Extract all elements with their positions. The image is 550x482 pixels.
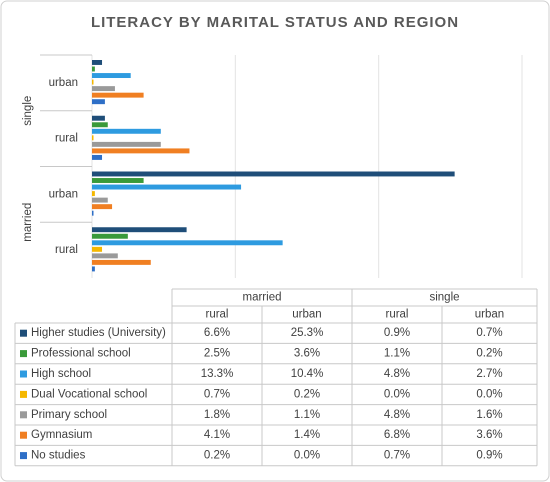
bar xyxy=(92,253,118,259)
category-label: rural xyxy=(55,244,78,256)
value-label: 0.0% xyxy=(294,450,320,462)
bar xyxy=(92,79,94,85)
value-label: 0.9% xyxy=(476,450,502,462)
bar xyxy=(92,66,95,72)
value-label: 3.6% xyxy=(476,429,502,441)
bar xyxy=(92,259,151,265)
bar xyxy=(92,227,187,233)
table-column-header: urban xyxy=(475,309,504,321)
group-label: married xyxy=(22,203,34,242)
value-label: 2.7% xyxy=(476,368,502,380)
bar xyxy=(92,240,283,246)
value-label: 0.2% xyxy=(294,388,320,400)
bar xyxy=(92,184,242,190)
chart-title: LITERACY BY MARITAL STATUS AND REGION xyxy=(91,14,459,31)
bar xyxy=(92,60,103,65)
bar xyxy=(92,154,103,160)
bar xyxy=(92,73,131,79)
legend-key xyxy=(20,329,27,337)
bar xyxy=(92,197,108,203)
bar xyxy=(92,128,161,134)
legend-key xyxy=(20,370,27,378)
table-group-header: single xyxy=(429,292,459,304)
value-label: 3.6% xyxy=(294,348,320,360)
bar xyxy=(92,246,103,252)
table-column-header: urban xyxy=(292,309,321,321)
value-label: 1.1% xyxy=(384,348,410,360)
legend-label: Professional school xyxy=(31,348,131,360)
group-label: single xyxy=(22,96,34,126)
value-label: 0.0% xyxy=(384,388,410,400)
legend-key xyxy=(20,411,27,419)
value-label: 0.2% xyxy=(204,450,230,462)
value-label: 6.6% xyxy=(204,327,230,339)
value-label: 0.7% xyxy=(476,327,502,339)
legend-key xyxy=(20,431,27,439)
value-label: 6.8% xyxy=(384,429,410,441)
value-label: 2.5% xyxy=(204,348,230,360)
value-label: 0.0% xyxy=(476,388,502,400)
value-label: 25.3% xyxy=(291,327,324,339)
value-label: 1.1% xyxy=(294,409,320,421)
category-label: rural xyxy=(55,133,78,145)
category-label: urban xyxy=(49,188,78,200)
legend-label: Dual Vocational school xyxy=(31,388,147,400)
value-label: 0.2% xyxy=(476,348,502,360)
table-column-header: rural xyxy=(385,309,408,321)
bar xyxy=(92,266,95,272)
bar xyxy=(92,135,94,141)
legend-label: High school xyxy=(31,368,91,380)
bar xyxy=(92,86,115,92)
legend-label: No studies xyxy=(31,450,86,462)
value-label: 13.3% xyxy=(201,368,234,380)
value-label: 0.9% xyxy=(384,327,410,339)
value-label: 10.4% xyxy=(291,368,324,380)
legend-key xyxy=(20,452,27,460)
value-label: 1.6% xyxy=(476,409,502,421)
bar xyxy=(92,92,144,98)
legend-label: Higher studies (University) xyxy=(31,327,166,339)
value-label: 0.7% xyxy=(384,450,410,462)
value-label: 4.8% xyxy=(384,409,410,421)
legend-label: Primary school xyxy=(31,409,107,421)
value-label: 4.1% xyxy=(204,429,230,441)
bar xyxy=(92,210,94,216)
bar xyxy=(92,141,161,147)
value-label: 0.7% xyxy=(204,388,230,400)
bar xyxy=(92,171,455,177)
value-label: 1.4% xyxy=(294,429,320,441)
bar xyxy=(92,233,128,239)
table-group-header: married xyxy=(243,292,282,304)
value-label: 1.8% xyxy=(204,409,230,421)
table-column-header: rural xyxy=(205,309,228,321)
value-label: 4.8% xyxy=(384,368,410,380)
bar xyxy=(92,178,144,183)
bar xyxy=(92,99,105,105)
legend-key xyxy=(20,350,27,358)
bar xyxy=(92,115,105,121)
category-label: urban xyxy=(49,77,78,89)
bar xyxy=(92,122,108,128)
legend-key xyxy=(20,390,27,398)
legend-label: Gymnasium xyxy=(31,429,92,441)
bar xyxy=(92,148,190,154)
bar xyxy=(92,204,113,210)
bar xyxy=(92,191,95,197)
